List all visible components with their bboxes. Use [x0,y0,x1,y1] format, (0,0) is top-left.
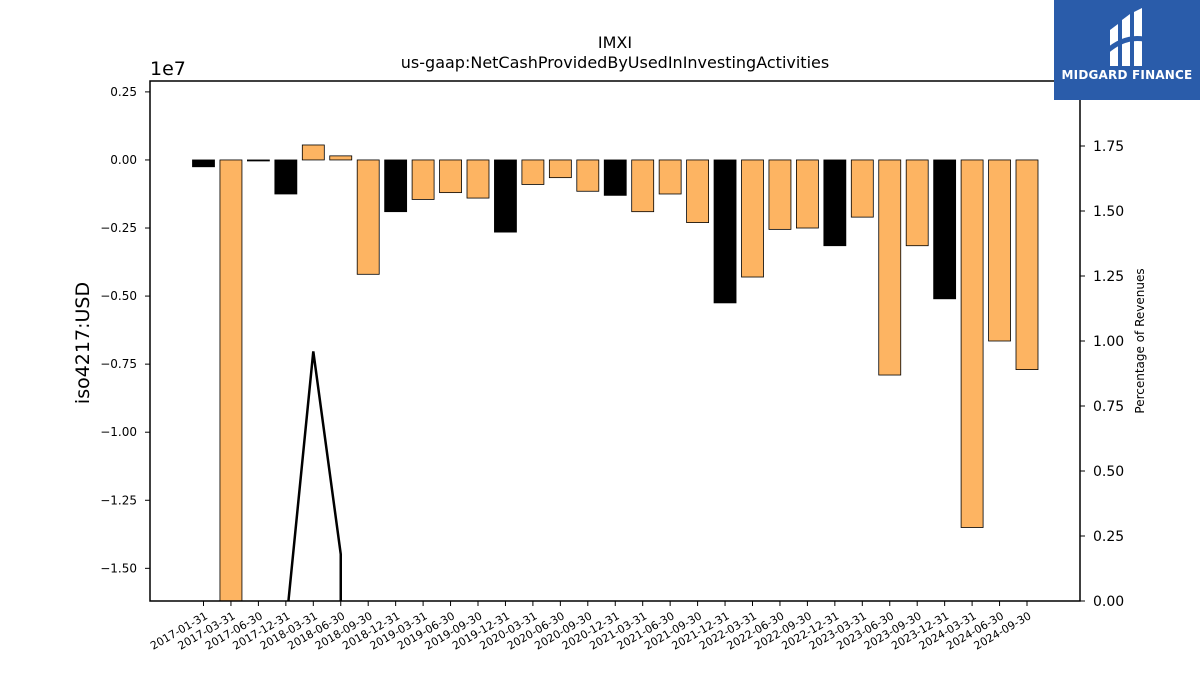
chart-title: IMXI [598,33,632,52]
bar [1015,159,1039,370]
y-tick-label: −1.50 [100,561,137,575]
bar [494,159,517,233]
y-tick-label: −1.25 [100,493,137,507]
brand-logo-text: MIDGARD FINANCE [1061,68,1193,82]
bar [521,159,545,185]
bar [658,159,682,195]
bar [411,159,435,200]
y-tick-label: −0.75 [100,357,137,371]
bar [576,159,600,192]
bar [274,159,298,195]
line-group [287,351,342,601]
bar [796,159,819,229]
bar [713,159,737,304]
y-tick-label: 0.25 [110,85,137,99]
bar [905,159,929,247]
y-tick-label: −0.50 [100,289,137,303]
y-axis-right-label: Percentage of Revenues [1133,268,1147,413]
bars-group [192,144,1039,601]
bar [741,159,764,278]
y-right-tick-label: 1.50 [1093,204,1124,220]
y-right-tick-label: 1.25 [1093,269,1124,285]
y-right-tick-label: 0.75 [1093,399,1124,415]
bar [219,159,243,601]
bar [631,159,655,213]
bar [960,159,984,528]
bar [686,159,709,223]
chart-subtitle: us-gaap:NetCashProvidedByUsedInInvesting… [401,53,829,72]
y-offset-label: 1e7 [150,58,186,80]
series-line [287,351,342,601]
y-right-tick-label: 1.00 [1093,334,1124,350]
y-tick-label: −1.00 [100,425,137,439]
midgard-logo-icon [1104,8,1149,66]
bar [301,144,325,161]
bar [356,159,380,275]
bar [823,159,847,247]
bar [246,159,270,162]
y-axis-label: iso4217:USD [72,282,94,404]
bar [192,159,215,168]
bar [548,159,572,179]
y-right-tick-label: 0.25 [1093,529,1124,545]
y-right-tick-label: 0.50 [1093,464,1124,480]
plot-frame [149,80,1081,602]
bar [933,159,957,300]
brand-logo: MIDGARD FINANCE [1054,0,1200,100]
y-right-tick-label: 1.75 [1093,139,1124,155]
bar [878,159,902,376]
bar [988,159,1011,342]
bar [768,159,792,230]
bar [329,155,353,161]
bar [439,159,462,194]
bar [850,159,874,218]
bar [603,159,627,196]
y-tick-label: −0.25 [100,221,137,235]
y-tick-label: 0.00 [110,153,137,167]
bar [384,159,408,213]
bar [466,159,490,199]
y-right-tick-label: 0.00 [1093,594,1124,610]
